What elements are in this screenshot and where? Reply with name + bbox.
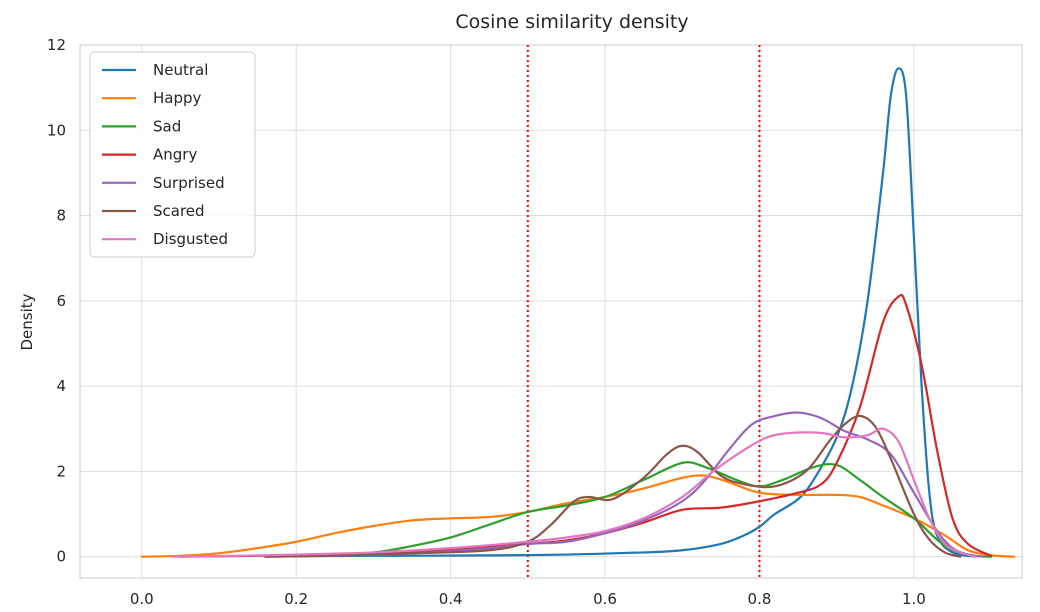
series-line-sad xyxy=(265,462,991,556)
series-line-angry xyxy=(180,295,991,557)
y-tick-label: 12 xyxy=(47,36,66,54)
legend-label-angry: Angry xyxy=(153,146,197,164)
legend-label-happy: Happy xyxy=(153,89,202,107)
series-line-surprised xyxy=(265,413,983,557)
y-axis-label: Density xyxy=(18,293,36,350)
threshold-lines xyxy=(528,45,760,578)
y-tick-label: 6 xyxy=(56,292,66,310)
x-tick-label: 0.6 xyxy=(593,590,617,608)
legend-label-disgusted: Disgusted xyxy=(153,230,228,248)
y-tick-label: 8 xyxy=(56,207,66,225)
y-tick-label: 4 xyxy=(56,377,66,395)
x-tick-label: 1.0 xyxy=(902,590,926,608)
legend-label-sad: Sad xyxy=(153,117,181,135)
legend-label-surprised: Surprised xyxy=(153,174,225,192)
series-line-disgusted xyxy=(173,429,976,557)
density-curves xyxy=(142,68,1015,556)
legend-label-scared: Scared xyxy=(153,202,205,220)
series-line-neutral xyxy=(265,68,975,556)
x-tick-label: 0.2 xyxy=(284,590,308,608)
y-tick-label: 10 xyxy=(47,121,66,139)
chart-title: Cosine similarity density xyxy=(455,11,688,33)
series-line-happy xyxy=(142,475,1015,556)
x-tick-label: 0.8 xyxy=(748,590,772,608)
x-tick-label: 0.4 xyxy=(439,590,463,608)
legend-label-neutral: Neutral xyxy=(153,61,208,79)
y-tick-label: 0 xyxy=(56,548,66,566)
x-tick-label: 0.0 xyxy=(130,590,154,608)
y-tick-label: 2 xyxy=(56,462,66,480)
legend: Neutral Happy Sad Angry Surprised Scared Disgu… xyxy=(90,52,255,257)
